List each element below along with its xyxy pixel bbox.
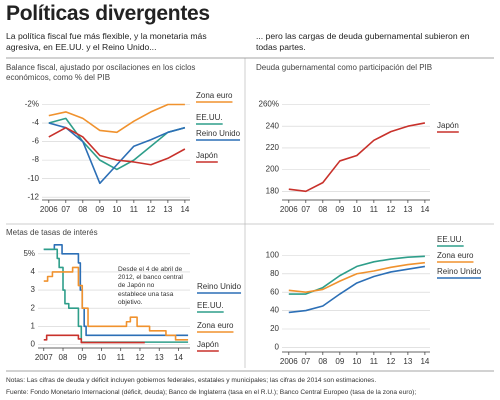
y-tick-label: 4 [31, 267, 36, 276]
y-tick-label: 3 [31, 285, 36, 294]
x-tick-label: 10 [97, 353, 106, 362]
x-tick-label: 07 [61, 205, 70, 214]
legend-label: Reino Unido [437, 267, 482, 276]
left-subtitle: La política fiscal fue más flexible, y l… [6, 31, 207, 52]
y-tick-label: 260% [259, 100, 279, 109]
x-tick-label: 14 [180, 205, 189, 214]
x-tick-label: 10 [112, 205, 121, 214]
x-tick-label: 13 [403, 357, 412, 366]
x-tick-label: 11 [370, 357, 379, 366]
x-tick-label: 14 [420, 205, 429, 214]
page-title: Políticas divergentes [6, 2, 210, 25]
y-tick-label: 0 [31, 339, 36, 348]
series-line [288, 265, 426, 314]
x-tick-label: 08 [59, 353, 68, 362]
x-tick-label: 14 [174, 353, 183, 362]
legend-label: Japón [196, 151, 218, 160]
series-line [288, 261, 425, 293]
x-tick-label: 12 [146, 205, 155, 214]
chart-title: Metas de tasas de interés [6, 228, 98, 237]
y-tick-label: 220 [266, 143, 280, 152]
x-tick-label: 07 [301, 205, 310, 214]
series-line [43, 244, 189, 337]
series-line [48, 103, 185, 134]
y-tick-label: 200 [266, 165, 280, 174]
series-line [48, 117, 186, 171]
x-tick-label: 13 [403, 205, 412, 214]
x-tick-label: 07 [301, 357, 310, 366]
legend-label: Japón [437, 121, 459, 130]
legend-label: Zona euro [197, 321, 234, 330]
y-tick-label: -4 [32, 118, 40, 127]
y-tick-label: 0 [275, 343, 280, 352]
x-tick-label: 2006 [40, 205, 58, 214]
y-tick-label: 40 [270, 306, 279, 315]
notes: Notas: Las cifras de deuda y déficit inc… [6, 377, 377, 384]
x-tick-label: 08 [318, 205, 327, 214]
y-tick-label: 1 [31, 321, 36, 330]
legend-label: Japón [197, 340, 219, 349]
y-tick-label: -2% [25, 100, 39, 109]
x-tick-label: 10 [352, 357, 361, 366]
x-tick-label: 14 [420, 357, 429, 366]
x-tick-label: 08 [78, 205, 87, 214]
legend-label: EE.UU. [196, 113, 223, 122]
y-tick-label: -6 [32, 137, 40, 146]
x-tick-label: 13 [163, 205, 172, 214]
legend-label: Zona euro [437, 251, 474, 260]
x-tick-label: 11 [117, 353, 126, 362]
x-tick-label: 13 [155, 353, 164, 362]
legend-label: EE.UU. [197, 301, 224, 310]
x-tick-label: 10 [352, 205, 361, 214]
legend-label: EE.UU. [437, 235, 464, 244]
right-subtitle: ... pero las cargas de deuda gubernament… [256, 31, 470, 52]
legend-label: Reino Unido [196, 129, 241, 138]
x-tick-label: 11 [370, 205, 379, 214]
x-tick-label: 09 [95, 205, 104, 214]
y-tick-label: 5% [23, 249, 35, 258]
series-line [288, 122, 426, 193]
series-line [43, 266, 189, 341]
chart-title: Deuda gubernamental como participación d… [256, 63, 433, 72]
y-tick-label: 20 [270, 324, 279, 333]
x-tick-label: 12 [136, 353, 145, 362]
y-tick-label: 180 [266, 186, 280, 195]
x-tick-label: 2007 [35, 353, 53, 362]
x-tick-label: 2006 [280, 357, 298, 366]
series-line [43, 334, 145, 344]
legend-label: Reino Unido [197, 282, 242, 291]
y-tick-label: -10 [27, 174, 39, 183]
y-tick-label: 100 [266, 250, 280, 259]
legend-label: Zona euro [196, 91, 233, 100]
x-tick-label: 12 [386, 357, 395, 366]
annotation: Desde el 4 de abril de 2012, el banco ce… [118, 266, 183, 306]
series-line [48, 122, 186, 185]
y-tick-label: 80 [270, 269, 279, 278]
x-tick-label: 08 [318, 357, 327, 366]
series-line [43, 248, 189, 343]
chart-title: Balance fiscal, ajustado por oscilacione… [6, 63, 196, 82]
x-tick-label: 2006 [280, 205, 298, 214]
x-tick-label: 09 [78, 353, 87, 362]
series-line [48, 126, 186, 166]
x-tick-label: 12 [386, 205, 395, 214]
y-tick-label: -12 [27, 192, 39, 201]
x-tick-label: 09 [335, 357, 344, 366]
y-tick-label: -8 [32, 155, 40, 164]
y-tick-label: 240 [266, 121, 280, 130]
y-tick-label: 60 [270, 287, 279, 296]
series-line [288, 255, 425, 295]
source: Fuente: Fondo Monetario Internacional (d… [6, 389, 417, 396]
x-tick-label: 11 [130, 205, 139, 214]
x-tick-label: 09 [335, 205, 344, 214]
y-tick-label: 2 [31, 303, 36, 312]
